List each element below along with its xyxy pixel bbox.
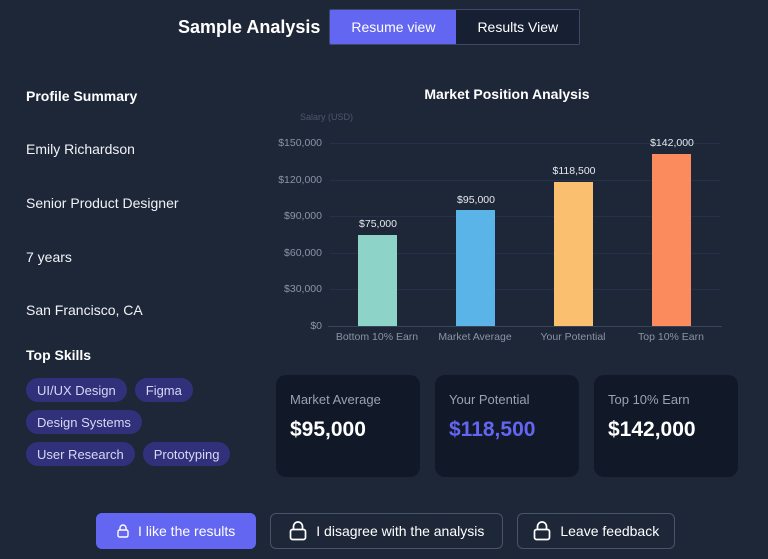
profile-location: San Francisco, CA: [26, 302, 143, 318]
gridline: [330, 180, 720, 181]
x-tick: Your Potential: [540, 331, 606, 343]
y-axis-label: Salary (USD): [300, 112, 354, 122]
skill-chip: UI/UX Design: [26, 378, 127, 402]
y-tick: $90,000: [284, 210, 322, 222]
page-title: Sample Analysis: [178, 16, 321, 37]
bar-top-10: [652, 154, 691, 326]
y-tick: $120,000: [278, 174, 322, 186]
bar-value-label: $75,000: [359, 218, 397, 230]
stat-value: $95,000: [290, 418, 366, 441]
header: Sample Analysis Resume view Results View: [178, 9, 581, 45]
skill-chip: User Research: [26, 442, 135, 466]
disagree-label: I disagree with the analysis: [316, 523, 485, 539]
gridline: [330, 143, 720, 144]
profile-name: Emily Richardson: [26, 141, 135, 157]
y-tick: $60,000: [284, 247, 322, 259]
leave-feedback-button[interactable]: Leave feedback: [517, 513, 676, 549]
stat-card-top-10: Top 10% Earn $142,000: [594, 375, 738, 477]
bar-value-label: $118,500: [552, 165, 596, 177]
action-bar: I like the results I disagree with the a…: [96, 513, 676, 549]
stat-label: Top 10% Earn: [608, 392, 690, 407]
like-results-button[interactable]: I like the results: [96, 513, 257, 549]
skill-chip: Prototyping: [142, 442, 231, 466]
y-tick: $0: [310, 320, 322, 332]
tab-results-view[interactable]: Results View: [456, 10, 580, 44]
x-tick: Top 10% Earn: [638, 331, 704, 343]
bar-value-label: $95,000: [457, 194, 495, 206]
y-tick: $150,000: [278, 137, 322, 149]
gridline: [330, 253, 720, 254]
bar-value-label: $142,000: [650, 137, 694, 149]
skill-chip: Figma: [134, 378, 193, 402]
x-axis: [328, 326, 722, 327]
y-tick: $30,000: [284, 283, 322, 295]
chart-title: Market Position Analysis: [424, 86, 590, 102]
lock-icon: [289, 521, 307, 541]
lock-icon: [533, 521, 551, 541]
market-position-chart: Salary (USD) $0 $30,000 $60,000 $90,000 …: [270, 112, 730, 348]
bar-your-potential: [554, 182, 593, 326]
tab-resume-view[interactable]: Resume view: [330, 10, 457, 44]
bar-market-average: [456, 210, 495, 326]
leave-feedback-label: Leave feedback: [560, 523, 660, 539]
gridline: [330, 289, 720, 290]
like-results-label: I like the results: [138, 523, 236, 539]
top-skills-title: Top Skills: [26, 347, 92, 363]
x-tick: Bottom 10% Earn: [335, 331, 419, 343]
view-toggle: Resume view Results View: [329, 9, 581, 45]
stat-card-market-average: Market Average $95,000: [276, 375, 420, 477]
stat-card-your-potential: Your Potential $118,500: [435, 375, 579, 477]
gridline: [330, 216, 720, 217]
x-tick: Market Average: [438, 331, 512, 343]
stat-label: Your Potential: [449, 392, 530, 407]
bar-bottom-10: [358, 235, 397, 326]
profile-role: Senior Product Designer: [26, 195, 179, 211]
disagree-button[interactable]: I disagree with the analysis: [270, 513, 504, 549]
stat-label: Market Average: [290, 392, 381, 407]
skill-chip: Design Systems: [26, 410, 142, 434]
profile-summary-title: Profile Summary: [26, 88, 138, 104]
stat-value: $118,500: [449, 418, 536, 441]
skills-list: UI/UX Design Figma Design Systems User R…: [26, 378, 256, 474]
profile-experience: 7 years: [26, 249, 72, 265]
stat-value: $142,000: [608, 418, 696, 441]
lock-icon: [117, 524, 129, 538]
